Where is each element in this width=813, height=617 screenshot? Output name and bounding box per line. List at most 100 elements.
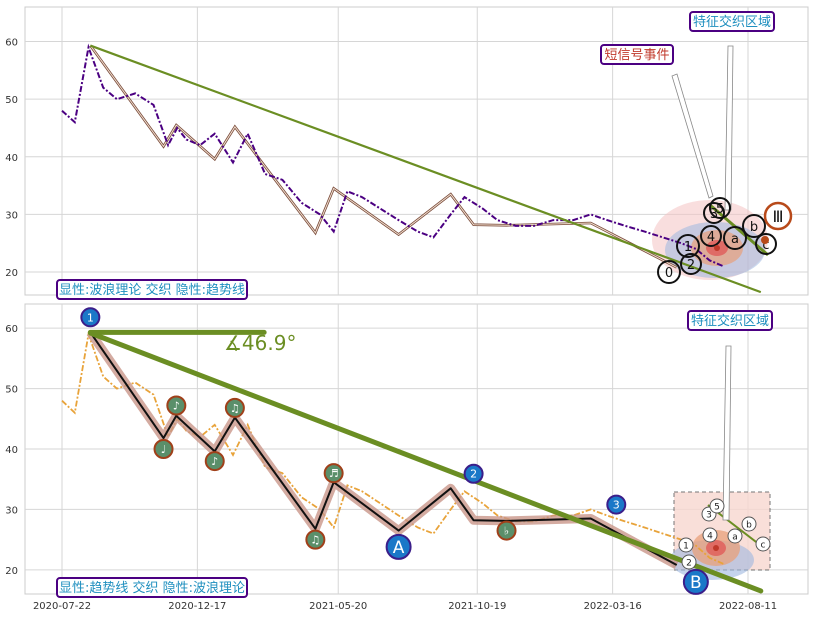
top-feature-zone-label: 特征交织区域 [693,14,771,30]
top-signal-marker-label: 4 [707,230,715,245]
bottom-zone-marker-label: 3 [706,511,712,521]
bottom-wave-marker [496,520,517,541]
top-ytick-label: 60 [5,38,18,49]
bottom-wave-marker-label: 1 [87,311,94,324]
bottom-zone-marker-label: 1 [683,542,689,552]
bottom-wave-marker [385,533,412,560]
xtick-label: 2020-12-17 [168,601,226,612]
bottom-wave-marker-label: 2 [470,468,477,481]
top-ytick-label: 30 [5,210,18,221]
bottom-wave-marker-label: ♫ [310,534,320,547]
bottom-zone-marker [702,527,718,543]
top-signal-marker-label: 1 [684,240,692,255]
bottom-price-line [61,330,724,565]
bottom-wave-marker-label: ♫ [230,402,240,415]
top-price-line [61,43,724,268]
bottom-zone-marker-label: c [761,541,766,551]
bottom-wave-marker [224,397,245,418]
top-explicit-label-box: 显性:波浪理论 交织 隐性:趋势线 [56,279,248,300]
top-signal-marker [703,202,725,224]
top-signal-marker-label: 2 [687,258,695,273]
top-roman-marker-label: Ⅲ [772,207,783,226]
bottom-feature-zone-label: 特征交织区域 [691,313,769,329]
bottom-ytick-label: 30 [5,505,18,516]
feature-zone-arrow [724,45,734,211]
bottom-wave-marker [166,395,187,416]
bottom-wave-marker [204,451,225,472]
top-signal-marker-label: 0 [665,266,673,281]
bottom-zone-marker [681,554,697,570]
bottom-wave-marker-label: ♪ [211,455,218,468]
bottom-wave-marker-label: ♩ [161,443,166,456]
top-zone-center-dot [714,245,720,251]
top-trend-line [89,44,762,294]
bottom-zone-marker [755,536,771,552]
bottom-wave-marker [606,494,627,515]
xtick-label: 2021-10-19 [448,601,506,612]
top-ytick-label: 20 [5,268,18,279]
bottom-zone-marker [678,537,694,553]
top-ytick-label: 40 [5,153,18,164]
trend-angle-label: ∡46.9° [224,331,296,355]
bottom-wave-marker [463,463,484,484]
top-signal-marker [676,234,700,258]
bottom-explicit-label: 显性:趋势线 交织 隐性:波浪理论 [59,580,245,596]
top-ytick-label: 50 [5,95,18,106]
bottom-wave-marker [80,307,101,328]
top-signal-marker [680,253,702,275]
bottom-wave-marker-label: 3 [613,499,620,512]
bottom-zone-marker [741,516,757,532]
top-signal-marker-label: 5 [716,202,724,217]
top-wave-inner [89,45,677,268]
bottom-wave-marker [323,463,344,484]
bottom-zone-center-dot [713,545,719,551]
short-signal-box: 短信号事件 [600,44,674,65]
top-explicit-label: 显性:波浪理论 交织 隐性:趋势线 [59,282,245,298]
top-feature-zone-box: 特征交织区域 [689,11,775,32]
bottom-wave-marker-label: B [690,573,702,593]
bottom-feature-zone-box: 特征交织区域 [687,310,773,331]
bottom-zone-marker-label: 2 [686,559,692,569]
xtick-label: 2020-07-22 [33,601,91,612]
bottom-zone-marker [727,528,743,544]
bottom-wave-marker-label: ♭ [504,525,509,538]
bottom-wave-marker-label: ♪ [173,399,180,412]
xtick-label: 2022-03-16 [584,601,642,612]
bottom-panel: 1 2 3 4 5 abc 1 ♩ ♪ ♪ ♫ ♫ ♬ A 2 ♭ 3 B [61,307,771,595]
short-signal-label: 短信号事件 [604,48,669,63]
top-signal-marker [700,225,722,247]
top-signal-marker [723,226,747,250]
top-zone-dot [761,236,769,244]
top-zone-trend [709,203,769,257]
top-signal-marker-label: c [762,238,769,253]
bottom-wave-marker-label: A [393,538,405,558]
bottom-main-trend [87,330,764,594]
bottom-wave-marker [305,529,326,550]
top-signal-marker [742,214,766,238]
top-signal-marker [709,197,731,219]
top-roman-marker [763,201,793,231]
bottom-zone-marker-label: 5 [714,503,720,513]
bottom-ytick-label: 50 [5,385,18,396]
short-signal-arrow [671,73,714,199]
xtick-label: 2022-08-11 [719,601,777,612]
top-signal-marker-label: 3 [710,207,718,222]
bottom-ytick-label: 60 [5,324,18,335]
xtick-label: 2021-05-20 [309,601,367,612]
top-signal-marker-label: b [750,220,758,235]
bottom-explicit-label-box: 显性:趋势线 交织 隐性:波浪理论 [56,577,248,598]
bottom-ytick-label: 40 [5,445,18,456]
top-signal-marker [755,233,777,255]
top-signal-marker [657,260,681,284]
bottom-feature-zone-arrow [722,345,732,521]
bottom-wave-marker [682,568,709,595]
bottom-wave-marker [153,439,174,459]
bottom-wave-marker-label: ♬ [329,467,339,480]
bottom-zone-marker-label: a [732,533,738,543]
bottom-ytick-label: 20 [5,566,18,577]
bottom-zone-marker-label: b [746,521,752,531]
